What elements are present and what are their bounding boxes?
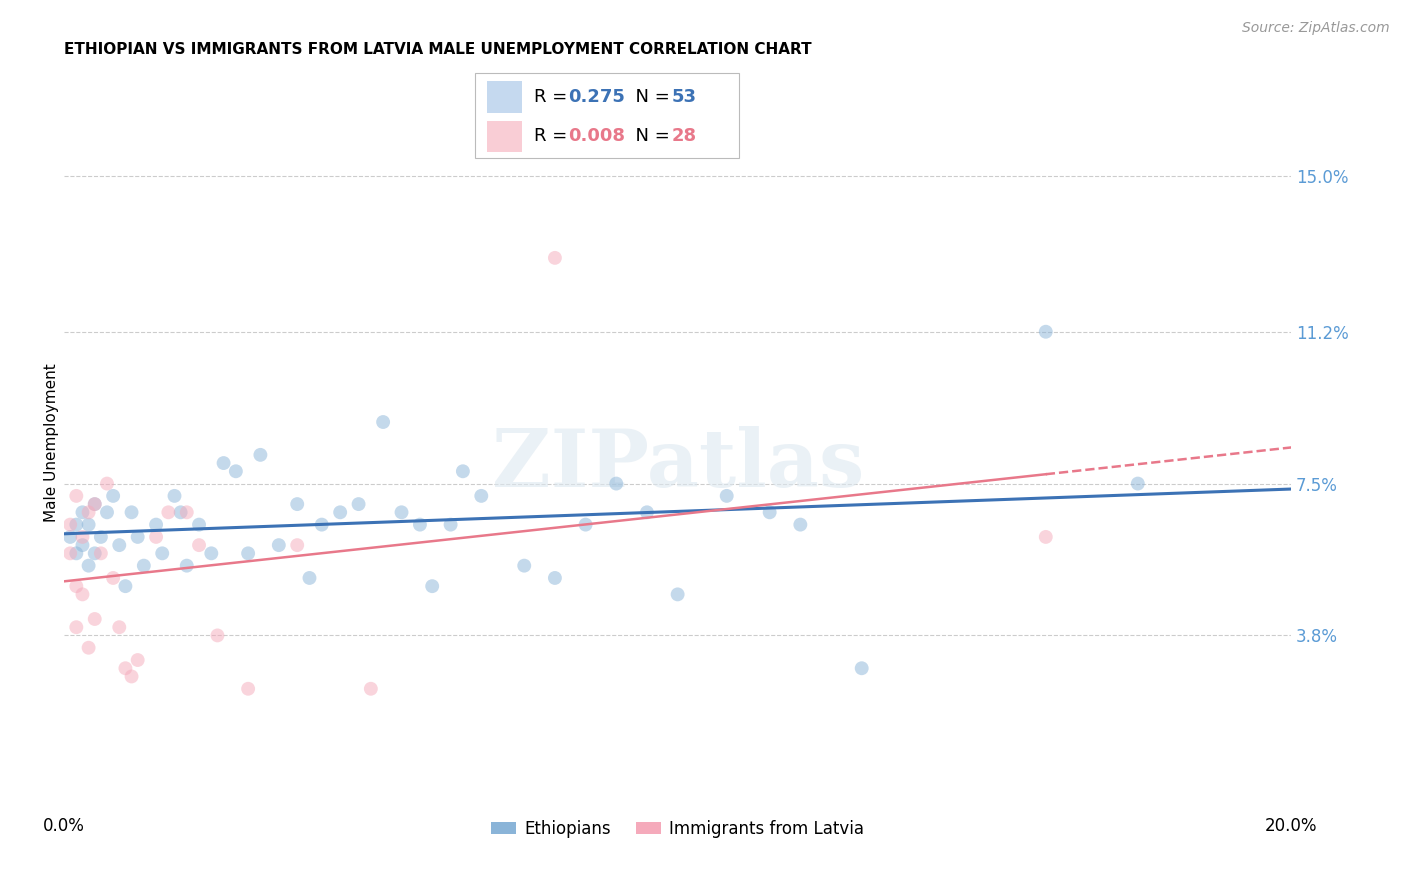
Point [420,579,443,593]
Point [127,653,149,667]
Point [150,546,173,560]
Point [108,620,131,634]
Point [121,505,143,519]
Point [145,530,167,544]
Point [329,505,352,519]
Point [1035,325,1057,339]
Point [176,558,198,573]
Point [1035,530,1057,544]
Point [77,558,100,573]
Point [200,546,222,560]
Point [83,497,105,511]
Point [65,489,87,503]
Point [513,558,536,573]
Text: 0.008: 0.008 [568,127,626,145]
Point [439,517,461,532]
Point [163,489,186,503]
Y-axis label: Male Unemployment: Male Unemployment [44,363,59,522]
Point [65,546,87,560]
Text: R =: R = [534,88,574,106]
Point [470,489,492,503]
Point [83,546,105,560]
Point [285,497,308,511]
Point [285,538,308,552]
Point [409,517,432,532]
FancyBboxPatch shape [488,81,522,112]
Point [188,517,211,532]
Point [157,505,180,519]
Point [108,538,131,552]
Point [72,538,94,552]
Text: N =: N = [624,127,675,145]
Point [636,505,658,519]
Point [267,538,290,552]
Point [77,517,100,532]
Text: ZIPatlas: ZIPatlas [492,425,863,504]
Point [451,464,474,478]
Point [360,681,382,696]
Point [851,661,873,675]
Point [758,505,780,519]
Point [212,456,235,470]
Point [188,538,211,552]
Point [72,587,94,601]
Point [236,546,259,560]
Text: R =: R = [534,127,574,145]
Point [90,530,112,544]
FancyBboxPatch shape [475,73,740,158]
Point [96,505,118,519]
Point [83,612,105,626]
Point [65,579,87,593]
Point [132,558,155,573]
Point [121,669,143,683]
Point [391,505,413,519]
Point [114,579,136,593]
Point [127,530,149,544]
Point [169,505,191,519]
Point [666,587,689,601]
Point [90,546,112,560]
Legend: Ethiopians, Immigrants from Latvia: Ethiopians, Immigrants from Latvia [484,813,870,844]
Point [59,530,82,544]
Text: ETHIOPIAN VS IMMIGRANTS FROM LATVIA MALE UNEMPLOYMENT CORRELATION CHART: ETHIOPIAN VS IMMIGRANTS FROM LATVIA MALE… [65,42,811,57]
Point [249,448,271,462]
Text: 28: 28 [672,127,696,145]
Point [311,517,333,532]
Point [544,571,567,585]
Text: Source: ZipAtlas.com: Source: ZipAtlas.com [1241,21,1389,35]
Point [83,497,105,511]
Point [176,505,198,519]
Point [72,505,94,519]
Point [77,640,100,655]
Point [225,464,247,478]
Text: 53: 53 [672,88,696,106]
FancyBboxPatch shape [488,120,522,152]
Point [101,489,124,503]
Point [1126,476,1149,491]
Point [96,476,118,491]
Point [207,628,229,642]
Point [789,517,811,532]
Point [544,251,567,265]
Point [145,517,167,532]
Point [101,571,124,585]
Point [347,497,370,511]
Point [114,661,136,675]
Text: 0.275: 0.275 [568,88,626,106]
Point [298,571,321,585]
Text: N =: N = [624,88,675,106]
Point [371,415,394,429]
Point [77,505,100,519]
Point [65,517,87,532]
Point [236,681,259,696]
Point [59,517,82,532]
Point [65,620,87,634]
Point [59,546,82,560]
Point [574,517,596,532]
Point [72,530,94,544]
Point [605,476,627,491]
Point [716,489,738,503]
